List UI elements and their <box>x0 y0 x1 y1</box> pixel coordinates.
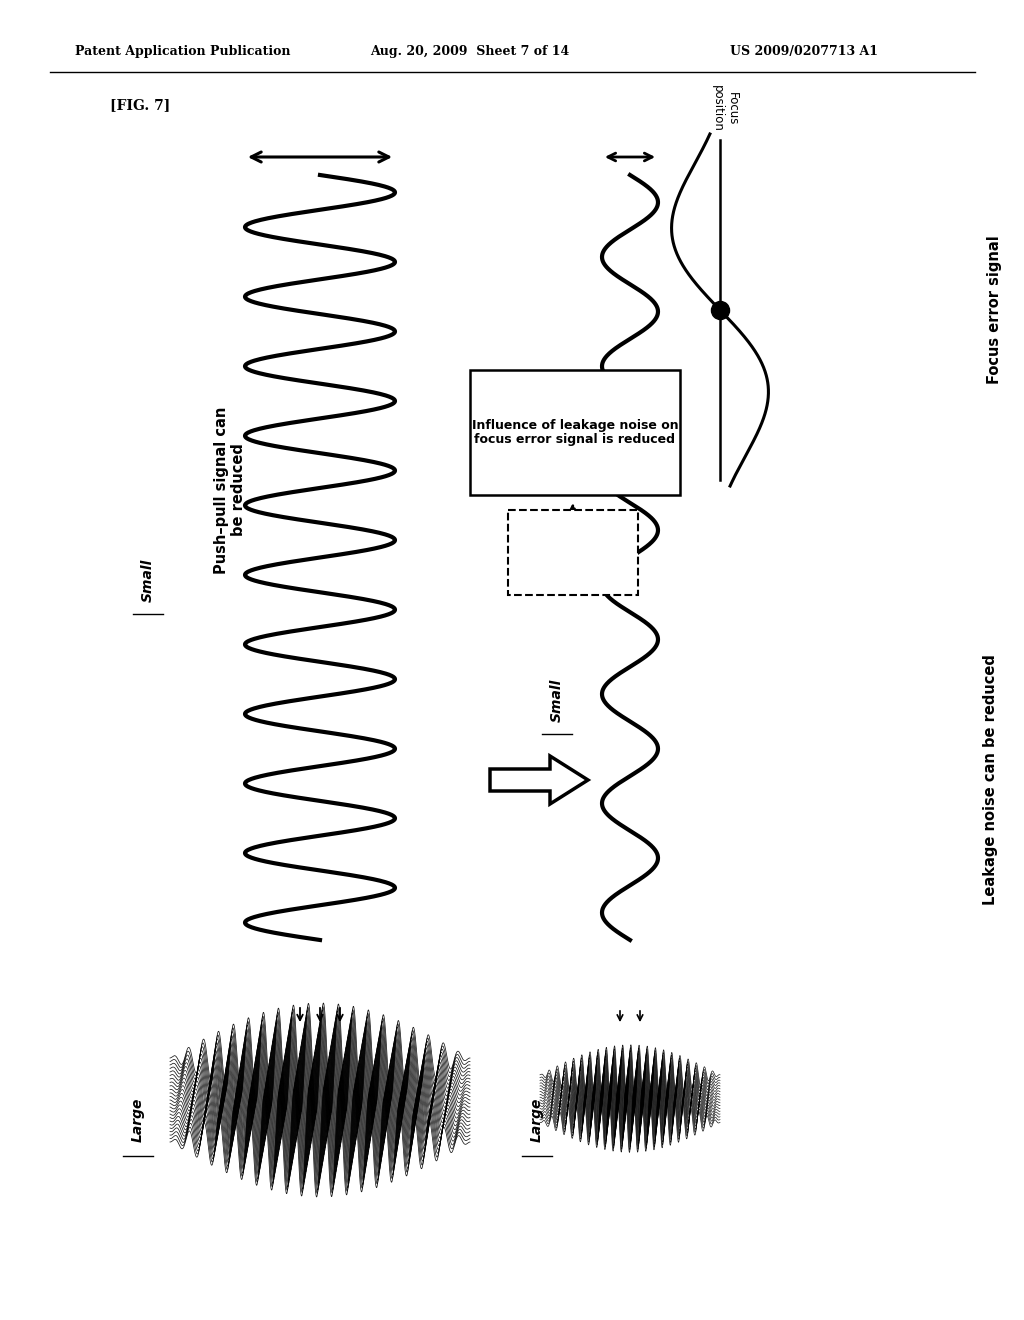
Text: Patent Application Publication: Patent Application Publication <box>75 45 291 58</box>
Text: Large: Large <box>530 1098 544 1142</box>
Text: Aug. 20, 2009  Sheet 7 of 14: Aug. 20, 2009 Sheet 7 of 14 <box>370 45 569 58</box>
Text: Influence of leakage noise on
focus error signal is reduced: Influence of leakage noise on focus erro… <box>472 418 678 446</box>
Text: Focus
position: Focus position <box>711 84 739 132</box>
Text: Focus error signal: Focus error signal <box>987 236 1002 384</box>
Text: Push–pull signal can
be reduced: Push–pull signal can be reduced <box>214 407 246 574</box>
Bar <box>470 370 680 495</box>
Bar <box>508 510 638 595</box>
Text: Small: Small <box>550 678 564 722</box>
FancyArrow shape <box>490 756 588 804</box>
Text: Leakage noise can be reduced: Leakage noise can be reduced <box>982 655 997 906</box>
Text: US 2009/0207713 A1: US 2009/0207713 A1 <box>730 45 878 58</box>
Text: [FIG. 7]: [FIG. 7] <box>110 98 170 112</box>
Text: Small: Small <box>141 558 155 602</box>
Text: Large: Large <box>131 1098 145 1142</box>
